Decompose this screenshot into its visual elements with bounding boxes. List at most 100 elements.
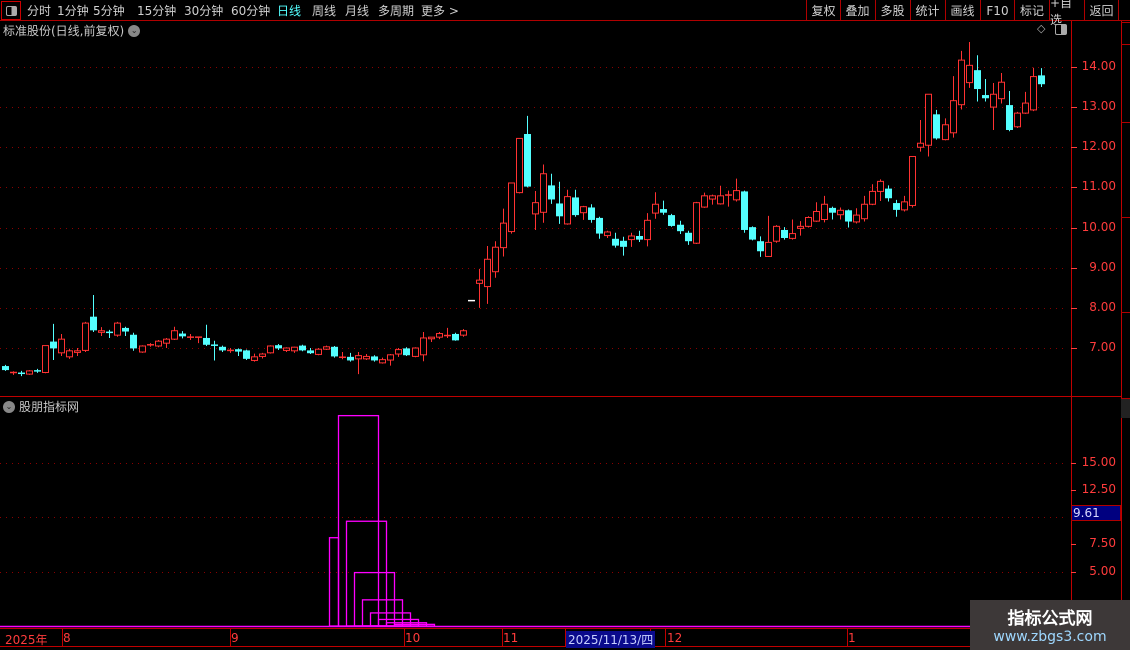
candle-down xyxy=(403,348,410,356)
candle-up xyxy=(837,209,844,216)
candle-down xyxy=(179,333,186,337)
candle-down xyxy=(893,203,900,210)
indicator-current-value: 9.61 xyxy=(1071,505,1121,521)
candle-down xyxy=(741,191,748,230)
watermark-url: www.zbgs3.com xyxy=(993,629,1107,645)
candle-down xyxy=(636,235,643,240)
candle-down xyxy=(757,241,764,252)
watermark-title: 指标公式网 xyxy=(1007,609,1093,629)
period-tab[interactable]: 更多 > xyxy=(421,4,459,18)
candle-up xyxy=(644,219,651,241)
date-label-month: 10 xyxy=(405,631,421,645)
side-tab[interactable] xyxy=(1121,312,1130,398)
candle-up xyxy=(540,173,547,213)
main-chart-title: 标准股份(日线,前复权) ⌄ xyxy=(3,22,141,39)
period-tab[interactable]: 日线 xyxy=(277,4,302,18)
candle-up xyxy=(877,180,884,192)
date-label-month: 9 xyxy=(231,631,239,645)
period-tab[interactable]: 5分钟 xyxy=(93,4,125,18)
price-tick-label: 10.00 xyxy=(1081,219,1116,234)
candle-down xyxy=(347,356,354,361)
toolbar-button[interactable]: 统计 xyxy=(910,0,944,21)
candle-down xyxy=(235,349,242,352)
candle-down xyxy=(275,345,282,349)
period-tab[interactable]: 多周期 xyxy=(378,4,415,18)
price-tick-label: 7.00 xyxy=(1089,340,1116,354)
stock-title: 标准股份(日线,前复权) xyxy=(3,24,125,38)
candle-up xyxy=(797,225,804,229)
candle-down xyxy=(1006,105,1013,130)
candle-up xyxy=(765,241,772,257)
panel-toggle-icon[interactable] xyxy=(1,1,21,20)
period-tab[interactable]: 1分钟 xyxy=(57,4,89,18)
candle-up xyxy=(990,93,997,108)
candle-down xyxy=(933,114,940,139)
candle-up xyxy=(805,217,812,227)
diamond-icon[interactable]: ◇ xyxy=(1037,22,1046,35)
candle-down xyxy=(219,346,226,351)
candle-up xyxy=(693,202,700,244)
panel-layout-icon[interactable] xyxy=(1055,24,1067,35)
candle-down xyxy=(829,207,836,213)
period-tab[interactable]: 30分钟 xyxy=(184,4,224,18)
side-tab[interactable] xyxy=(1121,122,1130,217)
candle-up xyxy=(733,190,740,201)
toolbar-button[interactable]: 多股 xyxy=(875,0,909,21)
chevron-down-icon[interactable]: ⌄ xyxy=(128,24,141,37)
candle-up xyxy=(283,347,290,351)
candle-down xyxy=(130,334,137,349)
toolbar-button[interactable]: 复权 xyxy=(806,0,840,21)
period-tab[interactable]: 分时 xyxy=(27,4,52,18)
candle-up xyxy=(709,195,716,200)
side-tab[interactable] xyxy=(1121,398,1130,418)
candle-down xyxy=(50,341,57,349)
toolbar-button[interactable]: 画线 xyxy=(945,0,979,21)
candle-down xyxy=(668,215,675,226)
candle-down xyxy=(524,134,531,187)
price-tick-label: 14.00 xyxy=(1081,58,1116,73)
candle-up xyxy=(412,347,419,357)
candle-up xyxy=(387,354,394,361)
toolbar-button[interactable]: 返回 xyxy=(1084,0,1119,21)
date-label-month: 1 xyxy=(848,631,856,645)
candle-down xyxy=(660,209,667,213)
side-tab[interactable] xyxy=(1121,44,1130,122)
candle-up xyxy=(1014,112,1021,128)
candle-up xyxy=(428,336,435,340)
period-tab[interactable]: 周线 xyxy=(312,4,337,18)
candle-down xyxy=(2,366,9,371)
candle-up xyxy=(500,222,507,249)
candle-up xyxy=(315,348,322,355)
candle-up xyxy=(66,350,73,358)
period-tab[interactable]: 15分钟 xyxy=(137,4,177,18)
candle-up xyxy=(395,349,402,355)
candle-down xyxy=(982,95,989,99)
price-tick-label: 13.00 xyxy=(1081,99,1116,114)
side-tab[interactable] xyxy=(1121,22,1130,44)
candle-up xyxy=(925,93,932,146)
candle-up xyxy=(869,190,876,205)
chevron-down-icon[interactable]: ⌄ xyxy=(3,400,15,413)
watermark: 指标公式网 www.zbgs3.com xyxy=(970,600,1130,650)
candle-up xyxy=(580,206,587,214)
candle-up xyxy=(323,346,330,350)
toolbar-button[interactable]: 标记 xyxy=(1014,0,1049,21)
candle-up xyxy=(492,246,499,273)
candle-up xyxy=(251,356,258,361)
candle-down xyxy=(556,203,563,217)
candle-up xyxy=(701,195,708,208)
toolbar-button[interactable]: 叠加 xyxy=(840,0,874,21)
candle-up xyxy=(355,355,362,360)
side-tab[interactable] xyxy=(1121,217,1130,312)
candle-up xyxy=(853,214,860,223)
candle-down xyxy=(1038,75,1045,85)
date-label-month: 11 xyxy=(503,631,519,645)
period-tab[interactable]: 60分钟 xyxy=(231,4,271,18)
candle-up xyxy=(139,345,146,353)
period-tab[interactable]: 月线 xyxy=(345,4,370,18)
candle-up xyxy=(379,359,386,364)
toolbar-button[interactable]: F10 xyxy=(980,0,1014,21)
candle-up xyxy=(998,81,1005,100)
candle-up xyxy=(901,201,908,211)
